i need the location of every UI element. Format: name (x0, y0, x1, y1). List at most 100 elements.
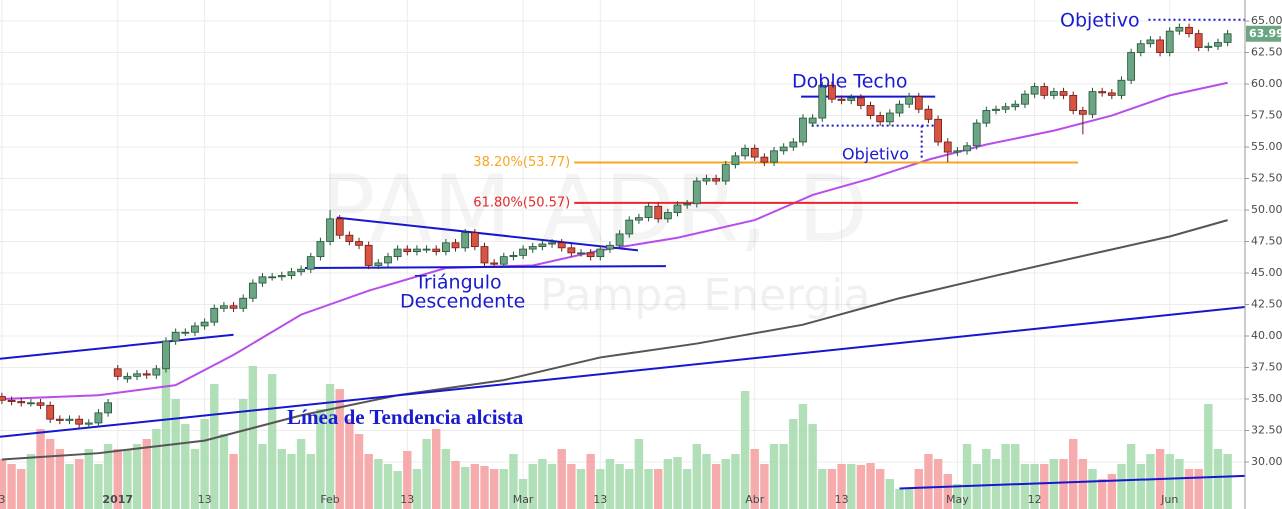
candle-body (828, 84, 836, 100)
x-tick-label: Abr (745, 493, 765, 506)
candle-body (1165, 30, 1174, 53)
candle-body (914, 96, 923, 110)
candle-body (1117, 79, 1126, 96)
candle-body (1059, 91, 1068, 96)
volume-bar (1117, 464, 1126, 509)
x-tick-label: 12 (1028, 493, 1042, 506)
volume-bar (914, 469, 923, 509)
candle-body (1204, 45, 1213, 48)
candle-body (808, 117, 817, 124)
volume-bar (731, 454, 740, 509)
trendline (899, 474, 1246, 490)
volume-bar (644, 469, 653, 509)
candle-body (200, 321, 209, 327)
candle-body (702, 178, 711, 182)
volume-bar (248, 366, 258, 509)
candle-body (470, 232, 479, 247)
y-tick-label: 57.50 (1251, 109, 1282, 122)
candle-body (1194, 33, 1203, 48)
trendline (0, 306, 1246, 438)
volume-bar (132, 444, 142, 509)
x-tick-label: 13 (593, 493, 607, 506)
volume-bar (94, 464, 103, 509)
candle-body (499, 256, 508, 265)
candle-body (162, 340, 170, 370)
volume-bar (1126, 444, 1136, 509)
watermark: PAM ADR, D (320, 155, 868, 262)
candle-body (220, 305, 228, 309)
volume-bar (1088, 469, 1097, 509)
candle-body (1185, 26, 1193, 35)
candle-body (953, 150, 962, 153)
candle-body (326, 218, 334, 242)
candle-body (277, 275, 286, 278)
candle-body (0, 396, 6, 401)
candle-body (142, 373, 151, 376)
volume-bar (190, 449, 200, 509)
candle-body (422, 248, 431, 251)
volume-bar (557, 449, 566, 509)
candle-body (36, 402, 45, 406)
volume-bar (460, 467, 470, 509)
candle-body (982, 110, 991, 124)
volume-bar (798, 404, 808, 509)
candle-body (779, 146, 788, 152)
volume-bar (210, 384, 219, 509)
candle-body (7, 399, 16, 402)
candle-body (866, 105, 875, 116)
candle-body (885, 112, 894, 123)
volume-bar (1146, 454, 1155, 509)
candle-body (191, 325, 199, 333)
candle-body (712, 178, 721, 182)
volume-bar (586, 454, 595, 509)
volume-bar (1165, 454, 1174, 509)
volume-bar (982, 449, 991, 509)
volume-bar (827, 469, 837, 509)
candle-body (1021, 93, 1029, 105)
volume-bar (750, 449, 759, 509)
volume-bar (1049, 459, 1059, 509)
candle-body (963, 145, 971, 152)
candle-body (1088, 91, 1097, 115)
candle-body (1127, 52, 1136, 81)
y-tick-label: 37.50 (1251, 361, 1282, 374)
volume-bar (875, 469, 885, 509)
candle-body (364, 244, 373, 266)
candle-body (461, 232, 470, 249)
candle-body (403, 248, 412, 253)
y-tick-label: 65.00 (1251, 14, 1282, 27)
fib-label: 38.20%(53.77) (473, 155, 570, 170)
candle-body (113, 368, 122, 377)
candle-body (306, 256, 315, 270)
x-tick-label: Feb (320, 493, 339, 506)
candle-body (663, 212, 672, 220)
candle-body (606, 244, 614, 250)
annotation: Objetivo (842, 145, 909, 164)
volume-bar (7, 464, 16, 509)
volume-bar (45, 439, 55, 509)
volume-bar (509, 454, 518, 509)
watermark: Pampa Energia (540, 270, 870, 321)
volume-bar (55, 449, 65, 509)
candle-body (548, 242, 556, 245)
volume-bar (1223, 454, 1232, 509)
volume-bar (354, 434, 364, 509)
candle-body (152, 368, 161, 376)
annotation: Doble Techo (792, 71, 908, 93)
candle-body (55, 418, 64, 421)
candle-body (1001, 106, 1010, 110)
volume-bar (847, 464, 856, 509)
volume-bar (576, 469, 586, 509)
volume-bar (152, 429, 161, 509)
candle-body (345, 234, 354, 242)
candle-body (133, 373, 141, 377)
candle-body (635, 217, 643, 221)
candle-body (1146, 39, 1155, 45)
volume-bar (1040, 464, 1049, 509)
candle-body (258, 276, 267, 284)
candle-body (538, 243, 547, 247)
volume-bar (335, 389, 344, 509)
volume-bar (316, 409, 325, 509)
volume-bar (1204, 404, 1213, 509)
volume-bar (393, 471, 402, 509)
